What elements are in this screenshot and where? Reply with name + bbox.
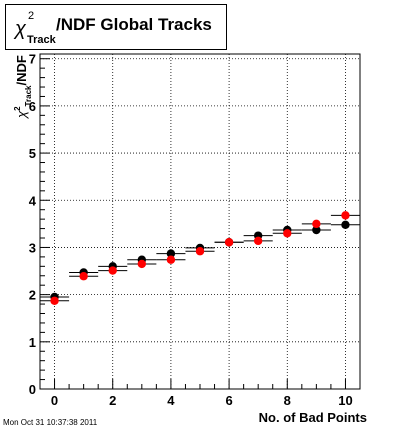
title-text: /NDF Global Tracks	[56, 15, 212, 34]
y-tick-label: 0	[29, 382, 36, 397]
title-symbol: χ	[15, 18, 26, 40]
data-point	[79, 272, 88, 281]
x-tick-label: 8	[284, 393, 291, 408]
title-subscript: Track	[27, 34, 56, 46]
data-point	[312, 219, 321, 229]
series-0	[40, 220, 360, 302]
grid	[40, 54, 360, 389]
y-axis-title-rest: /NDF	[14, 55, 29, 85]
title-superscript: 2	[28, 10, 35, 22]
plot-frame	[39, 53, 361, 390]
y-tick-label: 6	[29, 99, 36, 114]
x-axis-title: No. of Bad Points	[259, 410, 367, 425]
y-axis-title-subscript: Track	[24, 85, 33, 106]
data-point	[283, 229, 292, 238]
data-point	[195, 247, 205, 256]
x-tick-label: 2	[109, 393, 116, 408]
y-tick-label: 5	[29, 146, 36, 161]
tick-labels: 0 2 4 6 8 10 0 1 2 3 4 5 6 7	[29, 52, 353, 408]
title-box: χ 2 Track /NDF Global Tracks	[5, 4, 227, 50]
data-point	[50, 296, 59, 305]
y-axis-title: χ2Track/NDF	[13, 55, 33, 119]
data-point	[166, 255, 176, 264]
data-point	[108, 266, 117, 275]
data-point	[253, 236, 263, 246]
data-point	[341, 211, 350, 220]
data-series	[40, 211, 360, 305]
x-tick-label: 0	[51, 393, 58, 408]
y-tick-label: 1	[29, 335, 36, 350]
timestamp: Mon Oct 31 10:37:38 2011	[3, 418, 98, 427]
y-tick-label: 7	[29, 52, 36, 67]
data-point	[224, 238, 234, 247]
axis-ticks	[40, 58, 361, 390]
x-tick-label: 6	[225, 393, 232, 408]
y-tick-label: 3	[29, 240, 36, 255]
y-axis-title-superscript: 2	[13, 106, 22, 111]
x-tick-label: 4	[167, 393, 175, 408]
y-axis-title-symbol: χ	[14, 110, 29, 119]
y-tick-label: 4	[29, 193, 37, 208]
data-point	[166, 249, 176, 258]
x-tick-label: 10	[338, 393, 352, 408]
data-point	[137, 259, 147, 269]
data-point	[341, 220, 350, 230]
plot-area-border	[39, 53, 361, 390]
series-1	[40, 211, 360, 305]
y-tick-label: 2	[29, 288, 36, 303]
data-point	[312, 225, 321, 235]
